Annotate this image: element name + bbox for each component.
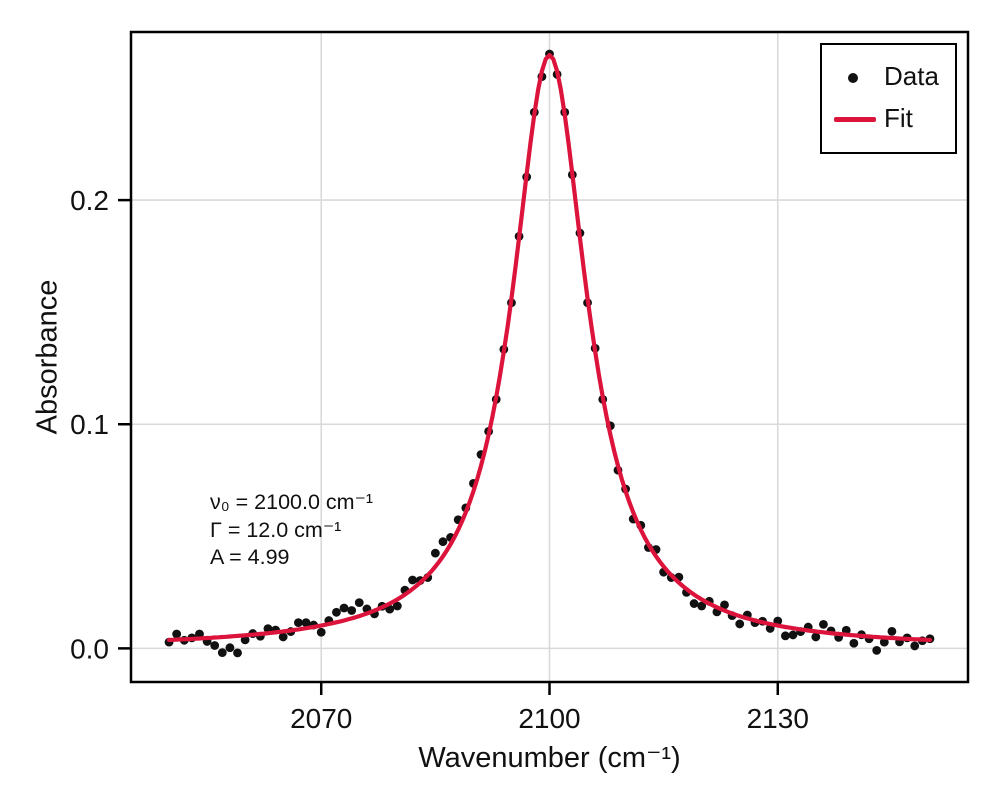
data-point [316,627,326,637]
y-tick-label: 0.1 [70,409,109,440]
data-point [438,537,448,547]
data-point [392,601,402,611]
data-point [819,619,828,629]
data-point [278,632,288,642]
data-point [294,618,303,628]
x-tick-label: 2070 [290,703,352,734]
y-axis-label: Absorbance [31,279,64,435]
data-point [872,645,882,655]
annotation-line-area: A = 4.99 [210,545,290,569]
data-point [879,637,889,647]
data-point [910,641,920,651]
data-point [735,619,745,629]
data-point [217,648,227,658]
data-point [233,648,242,658]
data-point [887,626,897,636]
data-point [720,600,729,610]
legend-fit-label: Fit [884,103,913,133]
data-point [225,643,235,653]
fit-parameters-annotation: ν₀ = 2100.0 cm⁻¹ Γ = 12.0 cm⁻¹ A = 4.99 [210,489,373,572]
data-point [788,630,798,640]
x-tick-label: 2130 [747,703,809,734]
data-point [339,603,349,613]
legend-data-label: Data [884,61,939,91]
data-point [301,618,311,628]
data-point [697,601,707,611]
data-point [172,629,182,639]
annotation-line-nu0: ν₀ = 2100.0 cm⁻¹ [210,490,374,514]
fit-line [166,52,933,643]
legend-data-marker-icon [848,73,858,83]
data-point [408,575,417,585]
data-point [849,638,859,648]
data-point [689,599,699,608]
data-point [210,641,220,650]
data-point [240,635,250,645]
plot-border [129,30,970,684]
data-point [811,632,821,642]
data-point [332,607,341,617]
legend: Data Fit [820,43,957,154]
data-point [263,624,273,634]
data-point [347,606,357,615]
annotation-line-gamma: Γ = 12.0 cm⁻¹ [210,517,342,542]
x-tick-label: 2100 [518,703,580,734]
legend-fit-line-icon [834,117,876,122]
x-axis-label: Wavenumber (cm⁻¹) [418,742,681,774]
y-tick-label: 0.0 [70,633,109,664]
data-point [430,548,440,558]
data-point [354,598,364,608]
data-point [780,631,790,641]
y-tick-label: 0.2 [70,185,109,216]
